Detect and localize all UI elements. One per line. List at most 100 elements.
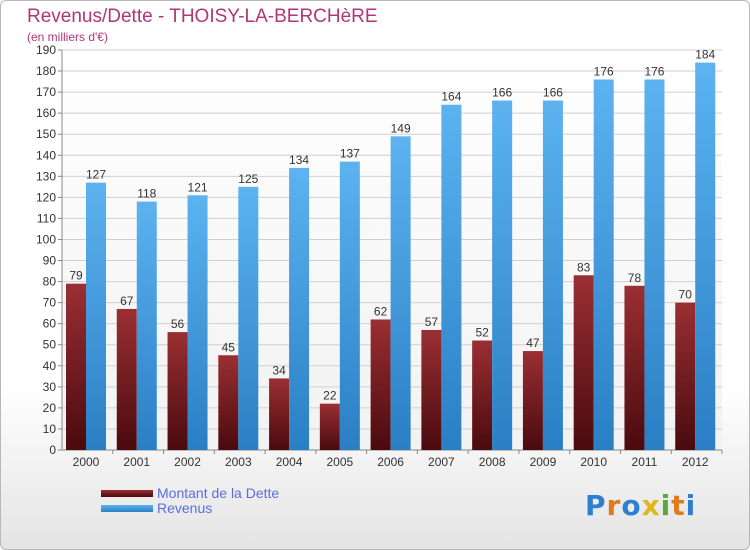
logo-letter: i <box>685 489 697 522</box>
data-label-dette: 79 <box>69 269 83 283</box>
x-tick-label: 2008 <box>479 455 506 469</box>
logo-letter: x <box>641 489 661 522</box>
legend-label-revenus: Revenus <box>157 500 213 516</box>
bar-revenus <box>390 136 411 450</box>
data-label-revenus: 127 <box>86 168 106 182</box>
y-tick-label: 170 <box>36 85 56 99</box>
data-label-revenus: 125 <box>238 172 258 186</box>
y-tick-label: 30 <box>43 380 57 394</box>
y-tick-label: 0 <box>49 443 56 457</box>
bar-dette <box>167 332 188 450</box>
logo-letter: r <box>606 489 622 522</box>
data-label-revenus: 166 <box>492 86 512 100</box>
bar-revenus <box>289 167 310 451</box>
data-label-dette: 56 <box>171 317 185 331</box>
y-tick-label: 140 <box>36 148 56 162</box>
y-tick-label: 130 <box>36 169 56 183</box>
bar-dette <box>421 330 442 450</box>
bar-revenus <box>238 186 259 450</box>
bar-dette <box>66 283 86 450</box>
y-tick-label: 70 <box>43 296 57 310</box>
data-label-revenus: 164 <box>441 90 461 104</box>
legend-swatch-dette <box>101 490 153 497</box>
bar-dette <box>522 351 543 450</box>
x-tick-label: 2002 <box>174 455 201 469</box>
bar-revenus <box>86 182 106 450</box>
y-tick-label: 80 <box>43 275 57 289</box>
y-tick-label: 190 <box>36 43 56 57</box>
y-tick-label: 160 <box>36 106 56 120</box>
x-tick-label: 2010 <box>580 455 607 469</box>
data-label-dette: 62 <box>374 304 388 318</box>
x-tick-label: 2000 <box>73 455 100 469</box>
data-label-dette: 47 <box>526 336 540 350</box>
y-tick-label: 10 <box>43 422 57 436</box>
data-label-dette: 22 <box>323 389 337 403</box>
bar-revenus <box>339 161 360 450</box>
bar-revenus <box>136 201 157 450</box>
bar-dette <box>116 308 137 450</box>
x-tick-label: 2007 <box>428 455 455 469</box>
chart-subtitle: (en milliers d'€) <box>27 30 108 44</box>
y-tick-label: 120 <box>36 190 56 204</box>
data-label-dette: 52 <box>475 326 489 340</box>
bar-revenus <box>695 62 716 450</box>
y-tick-label: 40 <box>43 359 57 373</box>
data-label-revenus: 118 <box>137 187 156 201</box>
chart-title: Revenus/Dette - THOISY-LA-BERCHèRE <box>27 6 378 27</box>
data-label-dette: 34 <box>272 363 286 377</box>
y-tick-label: 60 <box>43 317 57 331</box>
y-tick-label: 90 <box>43 254 57 268</box>
bar-dette <box>269 378 290 450</box>
bar-revenus <box>593 79 614 450</box>
data-label-dette: 45 <box>222 340 236 354</box>
logo-letter: t <box>671 489 686 522</box>
x-tick-label: 2006 <box>377 455 404 469</box>
data-label-dette: 70 <box>679 288 693 302</box>
data-label-revenus: 166 <box>543 86 563 100</box>
y-tick-label: 50 <box>43 338 57 352</box>
bar-dette <box>319 403 340 450</box>
y-tick-label: 110 <box>37 211 56 225</box>
bar-revenus <box>542 100 563 451</box>
data-label-revenus: 149 <box>391 121 411 135</box>
bar-revenus <box>644 79 665 450</box>
data-label-revenus: 176 <box>594 64 614 78</box>
x-tick-label: 2004 <box>276 455 303 469</box>
bar-dette <box>624 285 645 450</box>
data-label-revenus: 176 <box>644 64 664 78</box>
bar-dette <box>370 319 391 450</box>
x-tick-label: 2012 <box>682 455 709 469</box>
legend-swatch-revenus <box>101 505 153 512</box>
y-tick-label: 180 <box>36 64 56 78</box>
bar-dette <box>472 340 493 450</box>
x-tick-label: 2009 <box>530 455 557 469</box>
bar-dette <box>218 355 239 450</box>
data-label-revenus: 121 <box>188 180 208 194</box>
bar-revenus <box>441 104 462 450</box>
bar-dette <box>573 275 594 450</box>
bar-dette <box>675 302 696 450</box>
y-tick-label: 100 <box>36 232 56 246</box>
y-tick-label: 20 <box>43 401 57 415</box>
data-label-dette: 83 <box>577 260 591 274</box>
data-label-revenus: 134 <box>289 153 309 167</box>
logo-letter: P <box>585 489 607 522</box>
y-tick-label: 150 <box>36 127 56 141</box>
x-tick-label: 2011 <box>632 455 658 469</box>
bar-revenus <box>492 100 513 451</box>
data-label-dette: 57 <box>425 315 439 329</box>
data-label-dette: 78 <box>628 271 642 285</box>
logo-letter: i <box>660 489 672 522</box>
data-label-revenus: 137 <box>340 147 360 161</box>
legend-label-dette: Montant de la Dette <box>157 485 280 501</box>
x-tick-label: 2003 <box>225 455 252 469</box>
x-tick-label: 2001 <box>123 455 150 469</box>
proxiti-logo: Proxiti <box>585 489 696 522</box>
x-tick-label: 2005 <box>326 455 353 469</box>
data-label-dette: 67 <box>120 294 134 308</box>
logo-letter: o <box>621 489 642 522</box>
bar-revenus <box>187 195 208 450</box>
